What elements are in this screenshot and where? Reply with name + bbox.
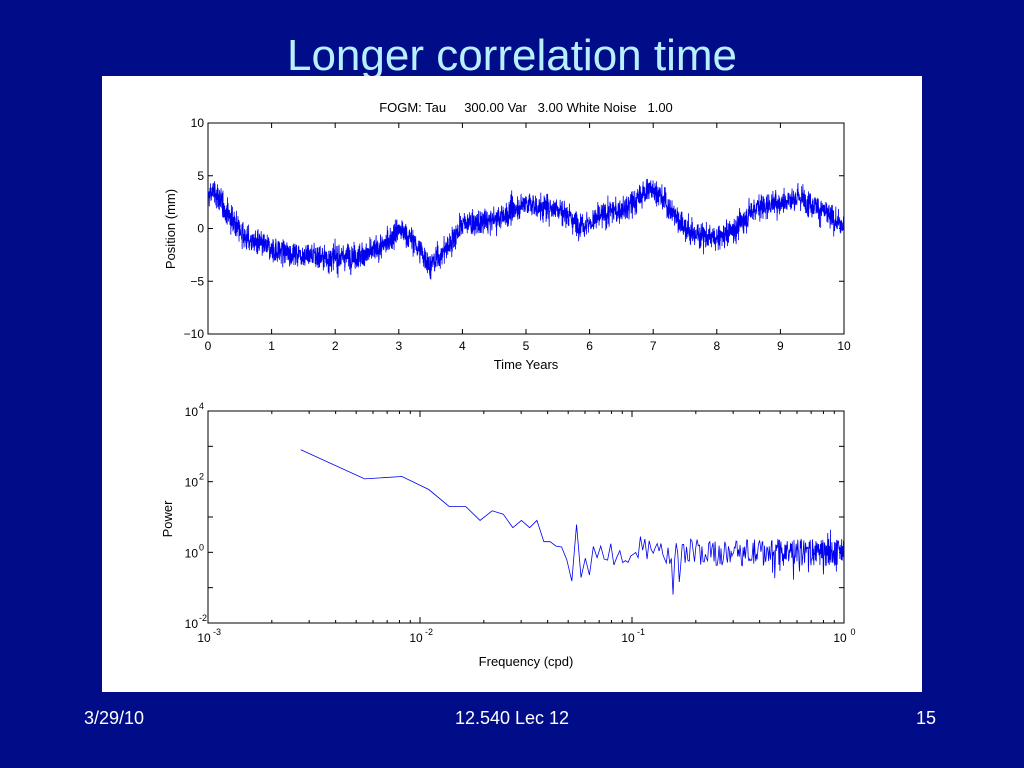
power-ytick-label: 10 <box>185 476 199 490</box>
power-ytick-exponent: 4 <box>199 401 204 411</box>
position-xtick-label: 0 <box>205 339 212 353</box>
position-xtick-label: 6 <box>586 339 593 353</box>
power-ytick-label: 10 <box>185 617 199 631</box>
power-ytick-exponent: -2 <box>199 613 207 623</box>
position-plot-frame <box>207 122 845 335</box>
footer-date: 3/29/10 <box>84 708 145 728</box>
position-ytick-label: 5 <box>197 169 204 183</box>
position-xtick-label: 5 <box>523 339 530 353</box>
power-xtick-label: 10 <box>833 631 847 645</box>
power-xtick-exponent: 0 <box>850 627 855 637</box>
power-spectrum-chart: 10 -3 10 -2 10 -1 10 010 -210 010 210 4 Frequency (… <box>160 401 856 669</box>
position-ylabel: Position (mm) <box>163 189 178 269</box>
figure-svg: FOGM: Tau 300.00 Var 3.00 White Noise 1.… <box>160 100 856 669</box>
position-ytick-label: 10 <box>191 116 205 130</box>
power-xlabel: Frequency (cpd) <box>479 654 574 669</box>
power-xtick-label: 10 <box>621 631 635 645</box>
power-ytick-label: 10 <box>185 405 199 419</box>
power-ytick-exponent: 0 <box>199 542 204 552</box>
position-xtick-label: 7 <box>650 339 657 353</box>
position-ytick-label: 0 <box>197 222 204 236</box>
power-xtick-label: 10 <box>197 631 211 645</box>
power-xtick-exponent: -1 <box>637 627 645 637</box>
position-xtick-label: 2 <box>332 339 339 353</box>
figure-panel: FOGM: Tau 300.00 Var 3.00 White Noise 1.… <box>102 76 922 692</box>
power-xtick-exponent: -2 <box>425 627 433 637</box>
position-xlabel: Time Years <box>494 357 559 372</box>
position-ytick-label: −5 <box>190 274 204 288</box>
position-series-line <box>207 178 845 280</box>
position-xtick-label: 10 <box>837 339 851 353</box>
position-chart: FOGM: Tau 300.00 Var 3.00 White Noise 1.… <box>163 100 851 372</box>
power-xtick-exponent: -3 <box>213 627 221 637</box>
position-ytick-label: −10 <box>184 327 205 341</box>
position-xtick-label: 3 <box>395 339 402 353</box>
power-ytick-label: 10 <box>185 546 199 560</box>
power-series-line <box>300 449 845 595</box>
power-xtick-label: 10 <box>409 631 423 645</box>
position-xtick-label: 8 <box>713 339 720 353</box>
footer-page-number: 15 <box>915 708 936 728</box>
power-plot-frame <box>207 410 845 624</box>
power-ylabel: Power <box>160 500 175 538</box>
power-ticks: 10 -3 10 -2 10 -1 10 010 -210 010 210 4 <box>185 401 856 645</box>
position-xtick-label: 9 <box>777 339 784 353</box>
power-ytick-exponent: 2 <box>199 472 204 482</box>
chart-title: FOGM: Tau 300.00 Var 3.00 White Noise 1.… <box>379 100 673 115</box>
position-xtick-label: 4 <box>459 339 466 353</box>
position-ticks: 0 1 2 3 4 5 6 7 8 9 10 −10 −5 0 5 10 <box>184 116 851 353</box>
slide-title: Longer correlation time <box>286 31 737 80</box>
position-xtick-label: 1 <box>268 339 275 353</box>
footer-course: 12.540 Lec 12 <box>454 708 570 728</box>
